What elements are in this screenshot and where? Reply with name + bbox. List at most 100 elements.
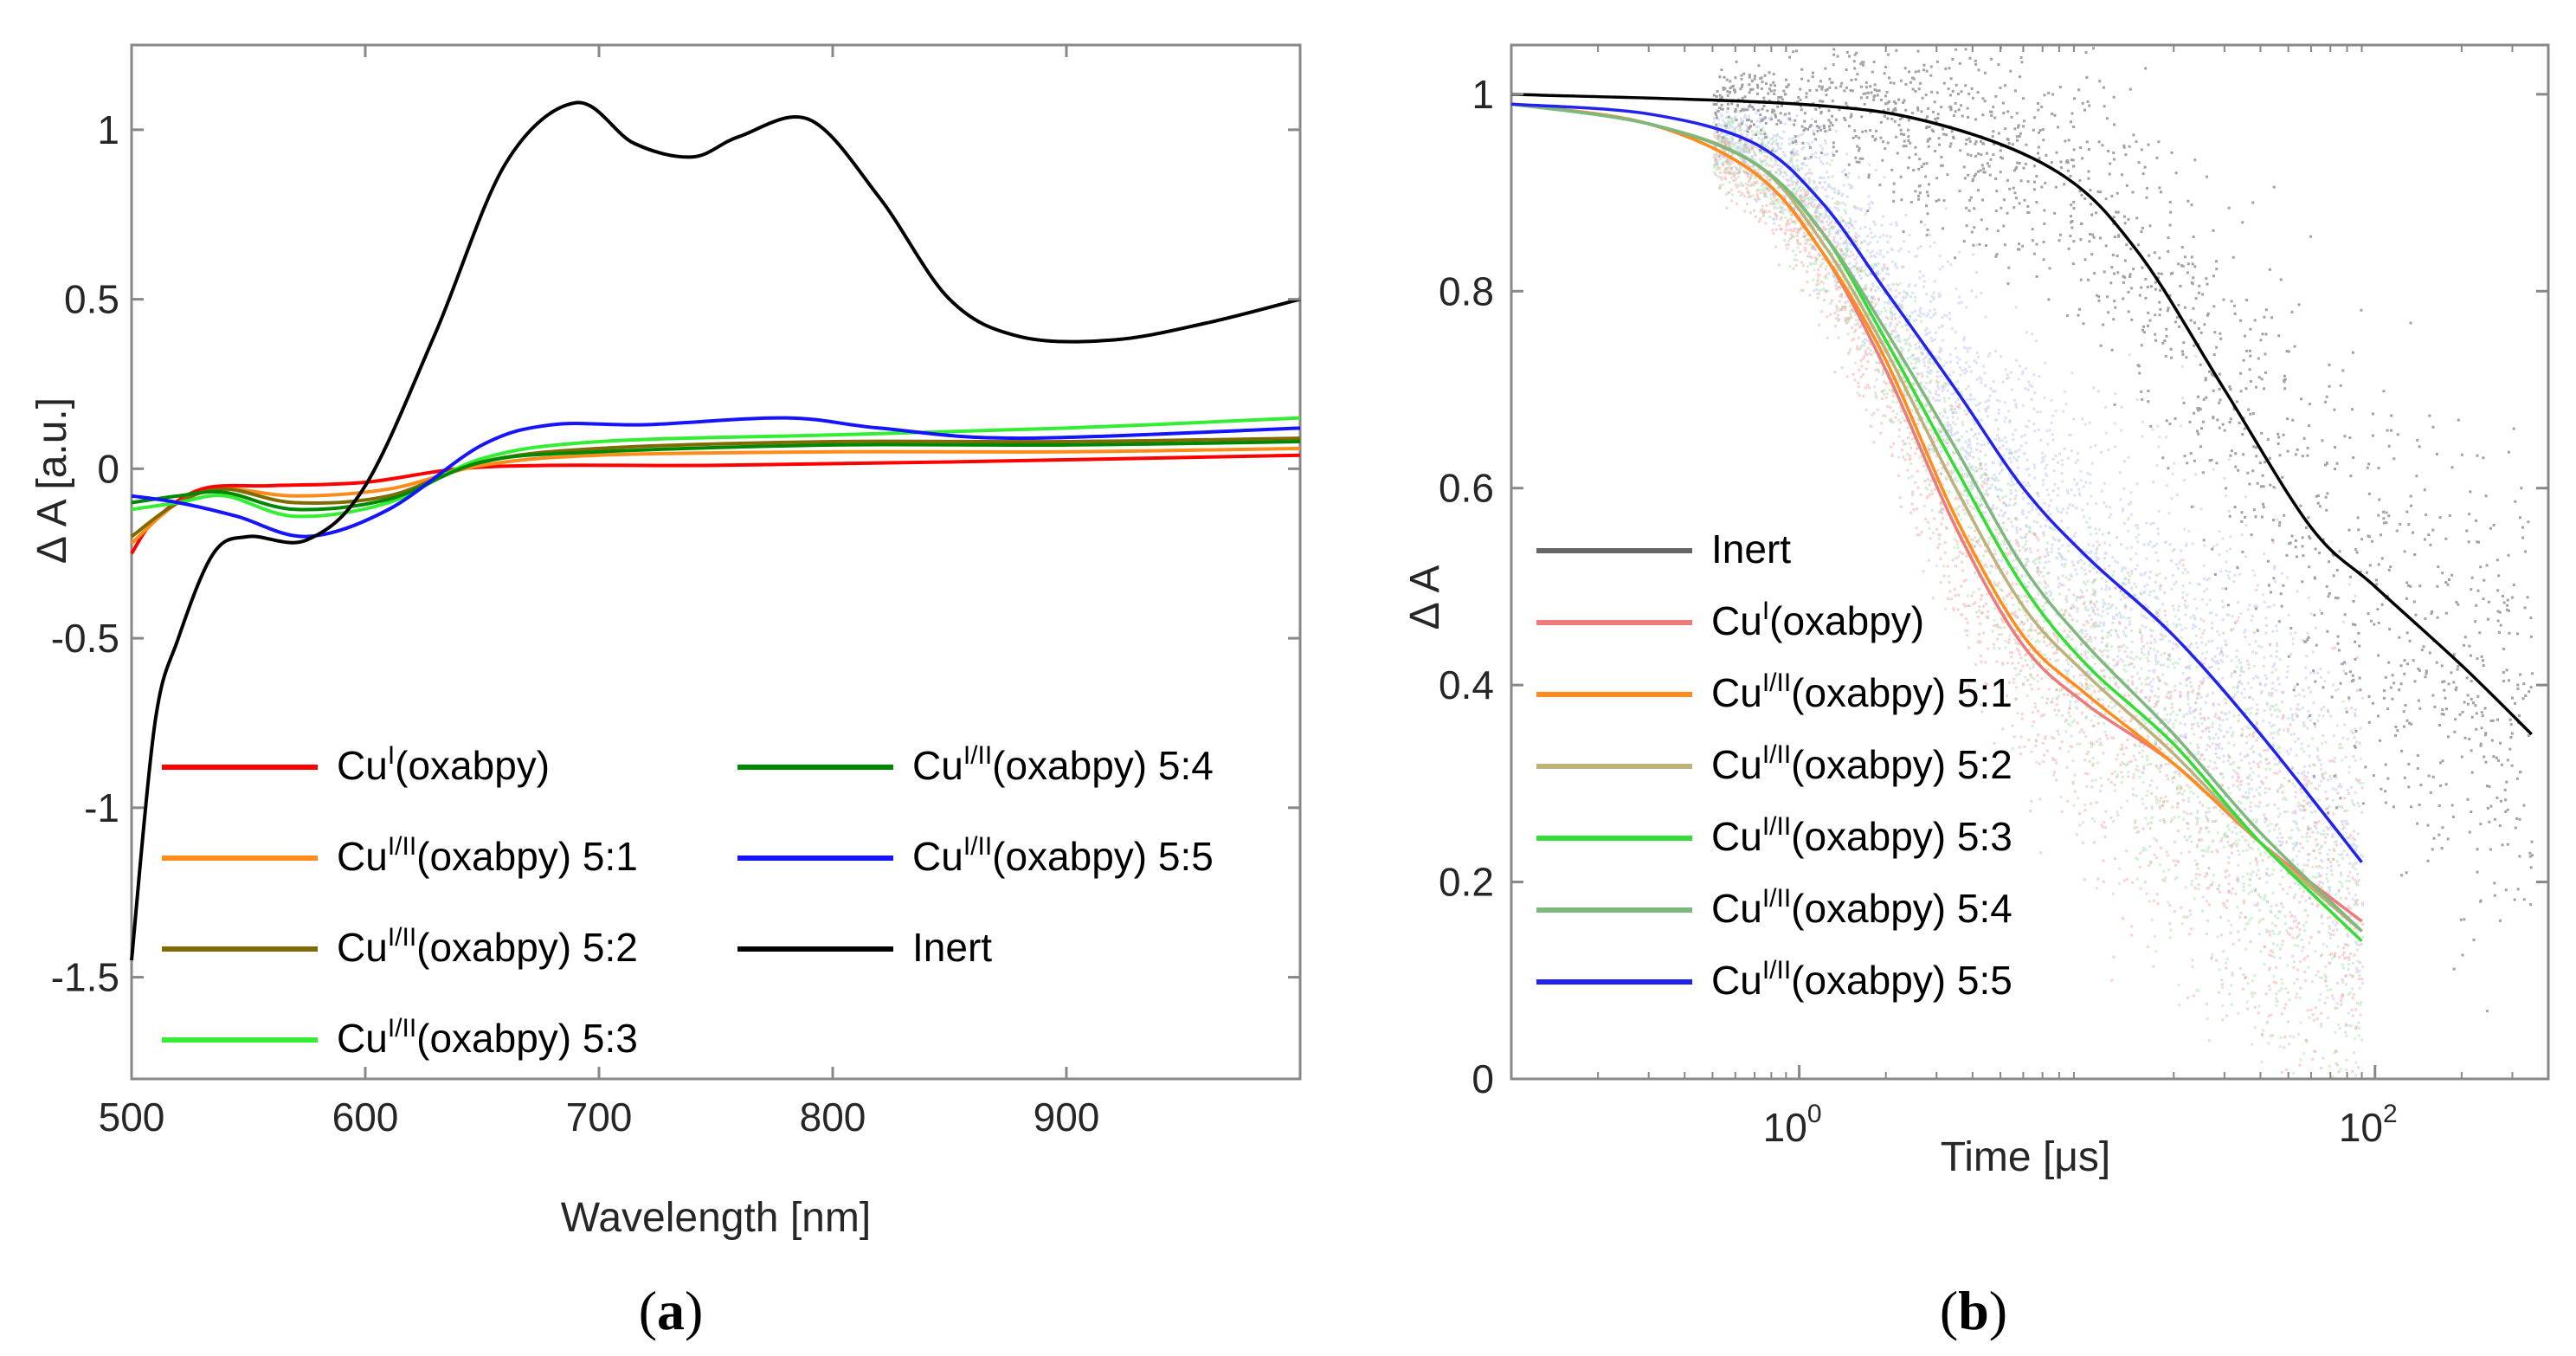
series-line-cu-oxabpy- — [1510, 102, 2363, 923]
series-line-cu-oxabpy-5-5 — [1510, 102, 2363, 863]
panel-a-y-axis-label: Δ A [a.u.] — [29, 397, 75, 564]
legend-label-rest: (oxabpy) 5:3 — [416, 1016, 638, 1061]
legend-label-superscript: I — [388, 741, 395, 770]
legend-entry: CuI/II(oxabpy) 5:4 — [1536, 884, 2012, 931]
legend-label-rest: (oxabpy) 5:5 — [992, 834, 1214, 879]
legend-entry: Inert — [1536, 526, 1791, 571]
legend-entry: CuI/II(oxabpy) 5:3 — [1536, 812, 2012, 859]
legend-label: Inert — [912, 925, 992, 970]
legend-label: CuI/II(oxabpy) 5:3 — [1711, 812, 2012, 859]
legend-label-superscript: I/II — [1762, 668, 1791, 697]
legend-label-rest: (oxabpy) — [395, 743, 550, 788]
panel-b: 100 102 00.20.40.60.81 Time [μs] Δ A Iner… — [1402, 43, 2550, 1180]
panel-b-caption-letter: b — [1958, 1280, 1989, 1341]
legend-label-rest: (oxabpy) 5:2 — [1791, 742, 2012, 787]
legend-entry: CuI/II(oxabpy) 5:4 — [737, 741, 1214, 788]
legend-label-rest: (oxabpy) 5:5 — [1791, 958, 2012, 1003]
panel-b-series — [1510, 93, 2533, 943]
series-line-cu-oxabpy-5-2 — [1510, 102, 2363, 933]
legend-label: CuI/II(oxabpy) 5:1 — [1711, 668, 2012, 715]
legend-label-rest: (oxabpy) 5:4 — [992, 743, 1214, 788]
legend-entry: CuI/II(oxabpy) 5:1 — [1536, 668, 2012, 715]
x-tick-label: 700 — [566, 1094, 633, 1140]
x-tick-label: 102 — [2339, 1100, 2398, 1150]
x-tick-label: 800 — [800, 1094, 866, 1140]
panel-b-plot-frame — [1510, 43, 2550, 1081]
legend-label-superscript: I — [1762, 597, 1769, 625]
legend-entry: CuI(oxabpy) — [162, 741, 550, 788]
panel-b-x-ticks: 100 102 — [1597, 45, 2549, 1150]
x-tick-base: 10 — [1763, 1105, 1807, 1150]
legend-label-base: Cu — [1711, 958, 1762, 1003]
legend-label: CuI/II(oxabpy) 5:1 — [337, 832, 638, 879]
x-tick-exponent: 0 — [1807, 1100, 1822, 1128]
series-line-inert — [1510, 93, 2533, 736]
legend-label-base: Inert — [1711, 526, 1791, 571]
panel-a-caption: (a) — [639, 1280, 704, 1341]
panel-b-caption: (b) — [1940, 1280, 2007, 1341]
panel-a-caption-letter: a — [657, 1280, 685, 1341]
legend-label-superscript: I/II — [1762, 740, 1791, 769]
panel-a-x-axis-label: Wavelength [nm] — [561, 1195, 871, 1241]
x-tick-label: 900 — [1034, 1094, 1100, 1140]
panel-a: 500 600 700 800 900 -1.5 -1 -0.5 0 0.5 1 Waveleng… — [29, 43, 1302, 1241]
legend-label-rest: (oxabpy) 5:1 — [416, 834, 638, 879]
legend-label-superscript: I/II — [388, 923, 416, 952]
series-line-cu-oxabpy-5-4 — [1510, 102, 2363, 933]
series-line-cu-oxabpy-5-5 — [131, 416, 1301, 539]
legend-label-superscript: I/II — [963, 741, 992, 770]
series-line-inert — [130, 100, 1301, 961]
legend-label-base: Cu — [912, 743, 963, 788]
legend-label-superscript: I/II — [963, 832, 992, 861]
legend-label: CuI/II(oxabpy) 5:3 — [337, 1014, 638, 1061]
y-tick-label: 0.2 — [1439, 860, 1494, 905]
panel-a-plot-frame — [130, 43, 1302, 1081]
legend-label-base: Cu — [912, 834, 963, 879]
legend-label-base: Cu — [337, 925, 388, 970]
legend-entry: Inert — [737, 925, 992, 970]
legend-label: CuI(oxabpy) — [1711, 597, 1924, 643]
legend-label-base: Cu — [1711, 598, 1762, 643]
legend-label-superscript: I/II — [1762, 884, 1791, 913]
legend-label-superscript: I/II — [1762, 956, 1791, 985]
legend-label-superscript: I/II — [388, 1014, 416, 1043]
legend-label-rest: (oxabpy) 5:1 — [1791, 670, 2012, 715]
legend-label-base: Cu — [337, 743, 388, 788]
legend-label-base: Inert — [912, 925, 992, 970]
legend-label-base: Cu — [1711, 814, 1762, 859]
legend-label: CuI/II(oxabpy) 5:4 — [1711, 884, 2012, 931]
panel-b-y-axis-label: Δ A — [1402, 565, 1448, 630]
y-tick-label: 0 — [1472, 1056, 1494, 1101]
series-line-cu-oxabpy-5-1 — [1510, 102, 2363, 933]
legend-label-base: Cu — [337, 1016, 388, 1061]
panel-a-legend: CuI(oxabpy)CuI/II(oxabpy) 5:1CuI/II(oxab… — [162, 741, 1214, 1061]
y-tick-label: 0.5 — [64, 277, 119, 322]
legend-entry: CuI/II(oxabpy) 5:5 — [737, 832, 1214, 879]
legend-label-base: Cu — [1711, 670, 1762, 715]
legend-label: Inert — [1711, 526, 1791, 571]
legend-label-superscript: I/II — [388, 832, 416, 861]
series-line-cu-oxabpy-5-1 — [130, 446, 1301, 546]
legend-label-base: Cu — [1711, 886, 1762, 931]
panel-a-series — [130, 100, 1301, 961]
legend-label-rest: (oxabpy) — [1769, 598, 1924, 643]
x-tick-label: 100 — [1763, 1100, 1822, 1150]
series-line-cu-oxabpy-5-4 — [131, 440, 1301, 512]
y-tick-label: 1 — [97, 107, 119, 152]
panel-b-y-ticks: 0 0.2 0.4 0.6 0.8 1 — [1439, 72, 2548, 1101]
legend-label-rest: (oxabpy) 5:4 — [1791, 886, 2012, 931]
y-tick-label: -1.5 — [51, 955, 119, 1000]
legend-entry: CuI/II(oxabpy) 5:5 — [1536, 956, 2012, 1003]
y-tick-label: -1 — [84, 785, 119, 830]
y-tick-label: 0 — [97, 446, 119, 491]
legend-entry: CuI/II(oxabpy) 5:1 — [162, 832, 638, 879]
legend-label-rest: (oxabpy) 5:3 — [1791, 814, 2012, 859]
legend-label: CuI(oxabpy) — [337, 741, 550, 788]
legend-label-base: Cu — [1711, 742, 1762, 787]
legend-entry: CuI/II(oxabpy) 5:2 — [1536, 740, 2012, 787]
series-line-cu-oxabpy-5-3 — [131, 416, 1301, 519]
legend-entry: CuI(oxabpy) — [1536, 597, 1924, 643]
scatter-points — [1712, 113, 2365, 1078]
